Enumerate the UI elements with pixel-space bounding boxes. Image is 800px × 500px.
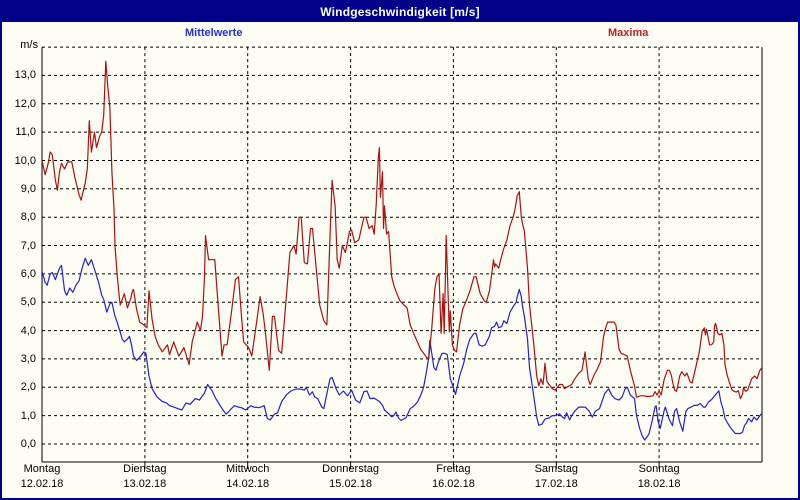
x-day-date-label: 15.02.18 xyxy=(329,478,372,490)
y-tick-label: 10,0 xyxy=(14,154,36,167)
y-tick-label: 5,0 xyxy=(20,296,36,309)
y-tick-label: 11,0 xyxy=(15,126,36,139)
y-tick-label: 3,0 xyxy=(20,352,36,365)
window-title-bar: Windgeschwindigkeit [m/s] xyxy=(2,2,798,22)
series-line-mittelwerte xyxy=(41,257,763,441)
x-day-name-label: Dienstag xyxy=(123,463,167,475)
x-day-name-label: Donnerstag xyxy=(322,463,379,475)
y-tick-label: 1,0 xyxy=(20,409,36,422)
y-tick-label: 2,0 xyxy=(20,381,36,394)
page-title: Windgeschwindigkeit [m/s] xyxy=(320,5,480,19)
y-tick-label: 6,0 xyxy=(20,267,36,280)
y-axis-unit-label: m/s xyxy=(20,39,38,51)
x-day-date-label: 16.02.18 xyxy=(432,478,475,490)
y-tick-label: 0,0 xyxy=(20,438,36,450)
series-line-maxima xyxy=(41,60,763,400)
x-day-name-label: Samstag xyxy=(534,463,578,475)
x-day-name-label: Sonntag xyxy=(638,463,680,475)
y-tick-label: 9,0 xyxy=(20,182,36,195)
y-tick-label: 8,0 xyxy=(20,211,36,224)
y-tick-label: 7,0 xyxy=(20,239,36,252)
x-day-date-label: 17.02.18 xyxy=(534,478,578,490)
x-day-date-label: 14.02.18 xyxy=(226,478,270,490)
x-day-name-label: Montag xyxy=(23,463,61,475)
legend-max-label: Maxima xyxy=(608,27,649,39)
x-day-name-label: Mittwoch xyxy=(226,463,270,475)
legend-mean-label: Mittelwerte xyxy=(185,27,243,39)
y-tick-label: 12,0 xyxy=(14,97,36,110)
x-day-date-label: 13.02.18 xyxy=(123,478,167,490)
y-tick-label: 4,0 xyxy=(20,324,36,337)
y-tick-label: 13,0 xyxy=(14,69,36,82)
x-day-date-label: 18.02.18 xyxy=(637,478,681,490)
x-day-name-label: Freitag xyxy=(436,463,471,475)
x-day-date-label: 12.02.18 xyxy=(20,478,64,490)
